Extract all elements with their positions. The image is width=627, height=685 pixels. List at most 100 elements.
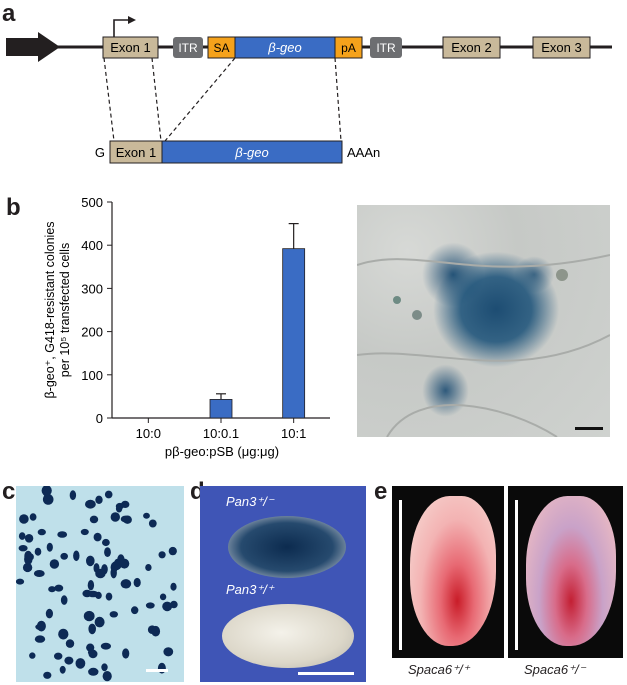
stained-cell [102,538,110,547]
stained-cell [36,620,46,632]
x-axis-label: pβ-geo:pSB (μg:μg) [165,444,279,459]
stained-cell [163,647,174,657]
stained-cell [49,559,60,569]
panel-label-a: a [2,0,16,27]
stained-cell [83,610,95,622]
stained-cell [54,584,64,592]
stained-cell [95,495,103,504]
itr-left-label: ITR [178,41,198,55]
stained-cell [94,616,105,628]
stained-cell [43,671,52,679]
stained-cell [151,625,161,637]
stained-cell [104,490,113,499]
stained-cell [65,639,75,648]
embryo-photo-wt [392,486,504,658]
promoter-arrowhead-icon [128,16,136,24]
transcript-exon-label: Exon 1 [116,145,156,160]
splice-line-4 [334,57,342,142]
stained-cell [64,656,74,665]
y-tick-label: 0 [96,411,103,426]
stained-cell [85,499,96,509]
y-axis-label-line1: β-geo⁺, G418-resistant colonies [43,221,57,398]
cocoon-het [228,516,346,578]
construct-diagram: Exon 1 ITR SA β-geo pA ITR Exon 2 Exon 3… [6,16,612,164]
stained-cell [148,519,157,528]
panel-label-e: e [374,478,388,505]
stained-cell [131,606,139,615]
stained-cell [170,600,178,609]
colony-micrograph [357,205,610,437]
stained-cell [57,531,68,538]
stained-cell [54,652,63,660]
panel-label-b: b [6,194,21,221]
stained-cell [19,514,29,524]
pa-box [334,36,363,59]
colony-bar-chart: β-geo⁺, G418-resistant colonies per 10⁵ … [43,195,330,459]
micrograph-texture [357,254,610,437]
stained-cell [88,667,99,676]
stained-cell [89,515,99,524]
exon1-label: Exon 1 [110,40,150,55]
stained-cell [45,608,53,619]
embryo-photo-het [508,486,623,658]
stained-cell [158,551,166,559]
stained-cell [41,486,52,497]
transcript-bgeo-label: β-geo [234,145,268,160]
genotype-label-embryo-het: Spaca6⁺/⁻ [524,662,586,677]
stained-cell [59,665,66,674]
stained-cell [37,528,46,536]
stained-cell [145,564,152,571]
stained-cell [110,567,117,579]
stained-cell [101,663,108,672]
stained-cell [34,547,42,556]
genotype-label-het: Pan3⁺/⁻ [226,494,274,509]
stained-cell [88,623,96,635]
stained-cell [33,570,45,577]
bar [282,248,306,419]
stained-cell [120,579,132,589]
stained-cell [122,648,130,659]
stained-cell [60,595,68,605]
exon2-label: Exon 2 [451,40,491,55]
stained-cell [58,628,69,640]
stained-cell [22,562,33,573]
x-tick-label: 10:0 [136,426,161,441]
stained-tissue-photo [16,486,184,682]
stained-cell [117,554,125,566]
exon1-box [102,36,159,59]
stained-cell [80,528,89,536]
stained-cell [29,652,36,659]
itr-right-label: ITR [376,41,396,55]
embryo-het [526,496,616,646]
stained-cell [110,512,121,522]
stained-cell [87,590,99,598]
stained-cell [60,552,68,560]
splice-line-2 [151,57,162,142]
bar [209,399,233,419]
y-tick-label: 300 [81,281,103,296]
splice-line-1 [103,57,115,142]
stained-cell [86,555,95,567]
stained-cell [170,582,177,591]
stained-cell [115,504,123,513]
bgeo-label: β-geo [267,40,301,55]
panel-label-c: c [2,478,16,505]
x-tick-label: 10:0.1 [203,426,239,441]
stained-cell [75,658,86,669]
scale-bar [575,427,603,430]
cocoon-wt [222,604,354,668]
stained-cell [109,611,119,618]
transcript-suffix: AAAn [347,145,380,160]
stained-cell [100,642,111,650]
stained-cell [24,534,34,543]
stained-cell [159,593,167,601]
stained-cell [69,490,77,501]
promoter-arrow-icon [113,19,130,37]
stained-cell [18,532,26,540]
genotype-label-wt: Pan3⁺/⁺ [226,582,274,597]
stained-cell [24,550,33,562]
exon2-box [442,36,501,59]
exon3-label: Exon 3 [541,40,581,55]
itr-right-box [370,37,402,58]
stained-cell [120,515,131,523]
